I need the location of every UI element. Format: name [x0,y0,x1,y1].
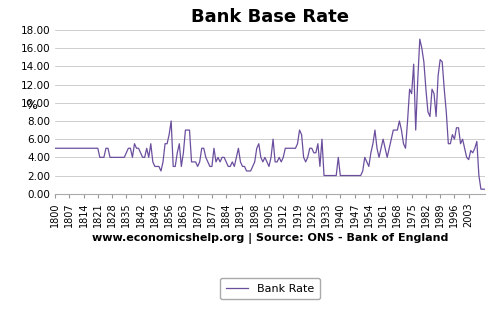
Y-axis label: %: % [26,99,38,112]
Bank Rate [358,174,364,178]
Title: Bank Base Rate: Bank Base Rate [191,8,349,26]
Bank Rate [482,187,488,191]
X-axis label: www.economicshelp.org | Source: ONS - Bank of England: www.economicshelp.org | Source: ONS - Ba… [92,233,448,244]
Legend: Bank Rate: Bank Rate [220,278,320,300]
Bank Rate [52,146,58,150]
Bank Rate [423,87,429,91]
Line: Bank Rate: Bank Rate [55,39,485,189]
Bank Rate [417,37,423,41]
Bank Rate [84,146,90,150]
Bank Rate [370,142,376,146]
Bank Rate [478,187,484,191]
Bank Rate [260,160,266,164]
Bank Rate [74,146,80,150]
